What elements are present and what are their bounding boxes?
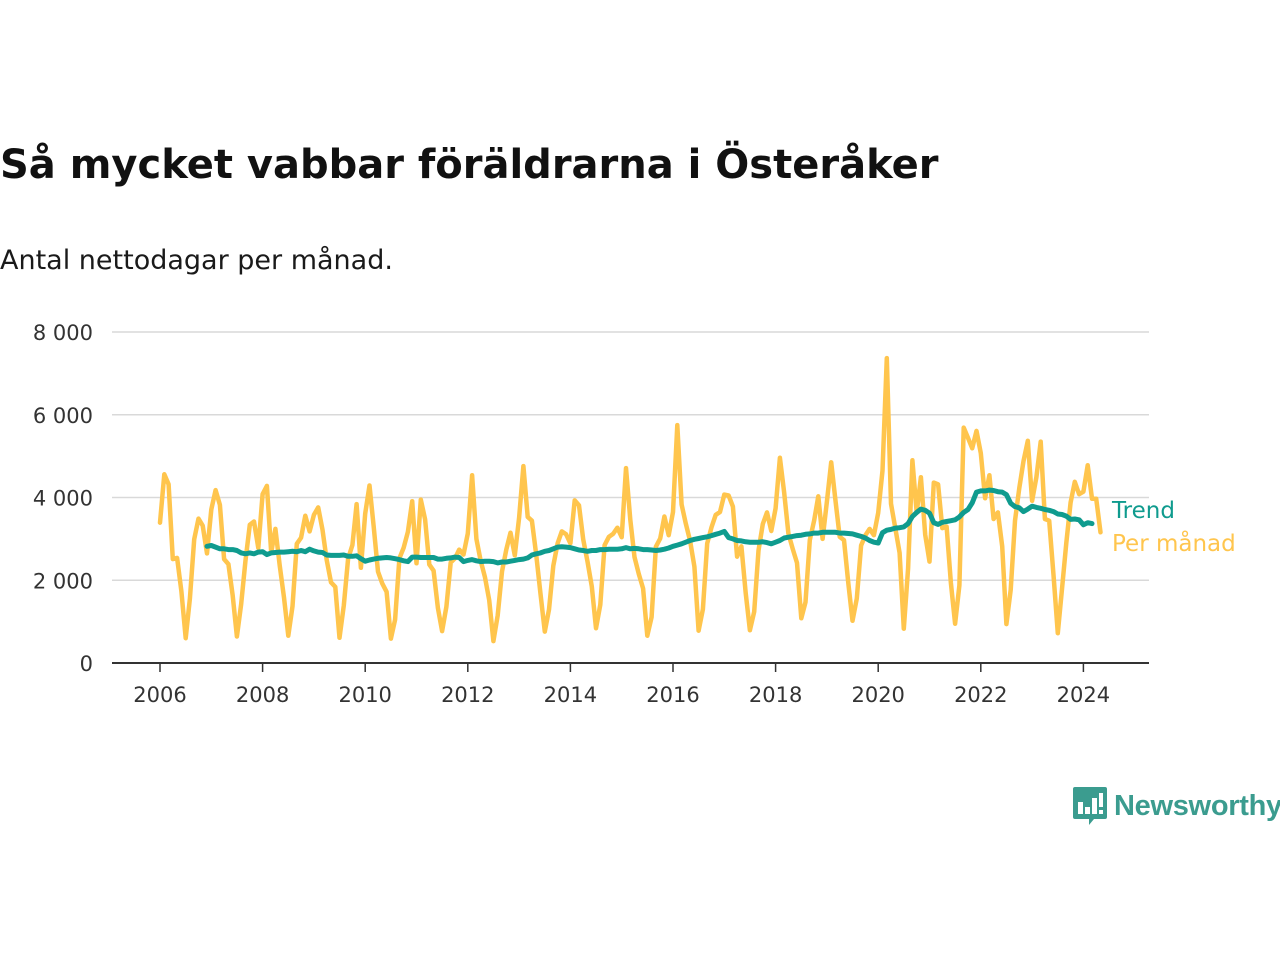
series-lines [157,355,1103,644]
x-tick-label: 2018 [749,683,802,707]
newsworthy-logo: Newsworthy [1072,785,1280,827]
logo-text: Newsworthy [1114,789,1280,822]
y-tick-label: 0 [80,652,93,676]
series-labels: Trend Per månad [1111,498,1236,557]
trend-series-line [204,487,1095,566]
x-tick-label: 2022 [954,683,1007,707]
x-tick-label: 2012 [441,683,494,707]
series-label-trend: Trend [1111,498,1175,524]
x-tick-label: 2024 [1057,683,1110,707]
x-axis: 2006 2008 2010 2012 2014 2016 2018 2020 2022 2024 [112,662,1149,707]
y-tick-label: 8 000 [33,321,93,345]
y-grid-lines [112,331,1149,581]
x-tick-label: 2016 [646,683,699,707]
x-tick-label: 2006 [133,683,186,707]
monthly-series-line [157,355,1103,644]
chart-subtitle: Antal nettodagar per månad. [0,245,393,276]
x-tick-label: 2014 [544,683,597,707]
y-tick-label: 6 000 [33,404,93,428]
y-tick-label: 4 000 [33,487,93,511]
x-tick-label: 2010 [338,683,391,707]
x-tick-label: 2008 [236,683,289,707]
y-axis-tick-labels: 0 2 000 4 000 6 000 8 000 [33,321,93,676]
y-tick-label: 2 000 [33,569,93,593]
series-label-monthly: Per månad [1112,529,1236,557]
x-tick-label: 2020 [851,683,904,707]
newsworthy-logo-icon [1073,787,1107,825]
chart-title: Så mycket vabbar föräldrarna i Österåker [0,142,939,188]
